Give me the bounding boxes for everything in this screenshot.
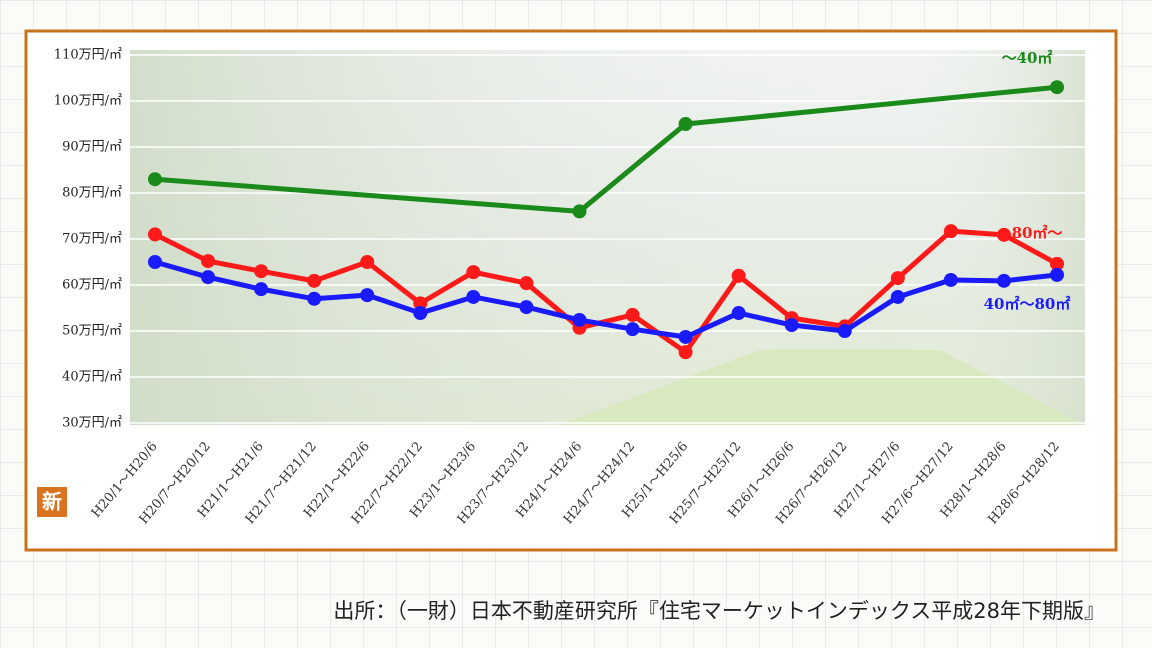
y-tick-label: 40万円/㎡	[62, 370, 122, 385]
series-label: ～40㎡	[1002, 49, 1053, 67]
data-point	[731, 306, 746, 321]
data-point	[201, 254, 216, 269]
data-point	[678, 345, 693, 360]
series-label: 40㎡～80㎡	[984, 295, 1071, 313]
data-point	[1050, 267, 1064, 282]
data-point	[466, 289, 481, 304]
y-tick-label: 30万円/㎡	[62, 416, 122, 431]
data-point	[1050, 256, 1064, 271]
data-point	[625, 307, 640, 322]
data-point	[837, 324, 852, 338]
photo-lawn	[560, 350, 1085, 425]
data-point	[413, 296, 428, 311]
data-point	[360, 255, 375, 269]
series-line	[154, 259, 1058, 340]
data-point	[519, 300, 534, 315]
y-tick-label: 110万円/㎡	[54, 48, 122, 63]
series-label: 80㎡～	[1012, 224, 1063, 242]
data-point	[360, 288, 375, 303]
badge: 新	[42, 490, 62, 514]
data-point	[731, 268, 746, 283]
data-point	[254, 264, 269, 279]
data-point	[201, 270, 216, 285]
badge-box	[37, 487, 67, 517]
data-point	[943, 224, 958, 239]
data-point	[148, 172, 162, 187]
data-point	[572, 312, 587, 327]
data-point	[572, 204, 587, 219]
data-point	[890, 271, 905, 286]
y-tick-label: 50万円/㎡	[62, 324, 122, 339]
data-point	[148, 255, 162, 269]
data-point	[307, 291, 322, 306]
data-point	[625, 322, 640, 337]
data-point	[784, 318, 799, 333]
data-point	[254, 282, 269, 297]
data-point	[890, 289, 905, 304]
data-point	[943, 272, 958, 287]
data-point	[413, 306, 428, 321]
data-point	[148, 227, 162, 242]
data-point	[1050, 80, 1064, 95]
data-point	[678, 329, 693, 344]
y-tick-label: 100万円/㎡	[54, 94, 122, 109]
data-point	[466, 265, 481, 280]
data-point	[996, 227, 1011, 242]
series-line	[153, 228, 1059, 355]
data-point	[307, 273, 322, 288]
y-tick-label: 80万円/㎡	[62, 186, 122, 201]
series-line	[154, 84, 1058, 214]
data-point	[996, 273, 1011, 288]
y-tick-label: 70万円/㎡	[62, 232, 122, 247]
data-point	[678, 117, 693, 131]
y-tick-label: 60万円/㎡	[62, 278, 122, 293]
y-tick-label: 90万円/㎡	[62, 140, 122, 155]
data-point	[519, 276, 534, 291]
source: 出所：（一財）日本不動産研究所『住宅マーケットインデックス平成28年下期版』	[333, 599, 1105, 623]
